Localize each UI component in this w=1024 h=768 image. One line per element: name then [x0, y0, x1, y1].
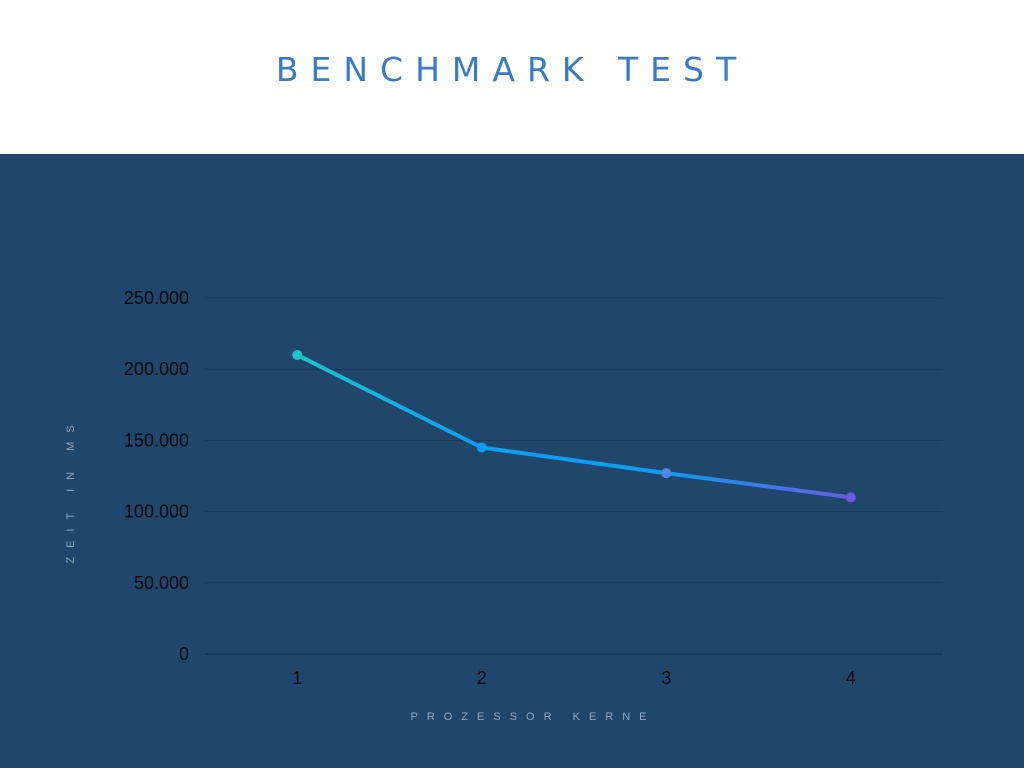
x-tick-label: 3	[661, 668, 671, 688]
data-point	[476, 442, 487, 453]
y-axis-title: ZEIT IN MS	[65, 416, 77, 563]
data-point	[845, 492, 856, 503]
y-tick-label: 150.000	[124, 430, 189, 450]
x-tick-label: 4	[846, 668, 856, 688]
x-axis-title: PROZESSOR KERNE	[410, 711, 655, 723]
y-tick-label: 50.000	[134, 573, 189, 593]
chart-panel	[0, 154, 1024, 768]
x-tick-label: 1	[292, 668, 302, 688]
series-line-segment	[479, 445, 669, 476]
data-point	[292, 349, 303, 360]
chart-title: BENCHMARK TEST	[275, 50, 749, 89]
data-point	[661, 468, 672, 479]
series-line-segment	[664, 471, 853, 500]
x-tick-label: 2	[477, 668, 487, 688]
y-tick-label: 0	[179, 644, 189, 664]
y-tick-label: 200.000	[124, 359, 189, 379]
y-tick-label: 100.000	[124, 502, 189, 522]
series-line-segment	[295, 352, 484, 450]
header: BENCHMARK TEST	[0, 0, 1024, 154]
y-tick-label: 250.000	[124, 288, 189, 308]
